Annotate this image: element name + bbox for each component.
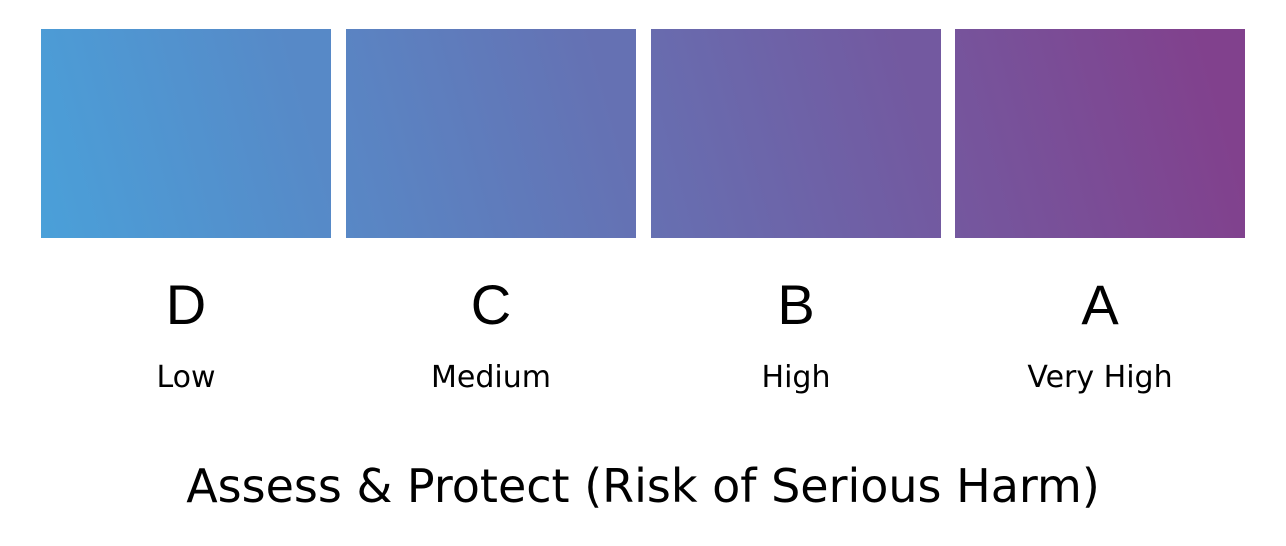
risk-tile-d bbox=[41, 29, 331, 238]
level-medium: Medium bbox=[431, 360, 551, 395]
grade-d: D bbox=[165, 273, 207, 336]
risk-tile-b bbox=[651, 29, 941, 238]
diagram-title: Assess & Protect (Risk of Serious Harm) bbox=[186, 459, 1100, 513]
level-low: Low bbox=[156, 360, 216, 395]
grade-c: C bbox=[470, 273, 512, 336]
risk-tile-c bbox=[346, 29, 636, 238]
level-very-high: Very High bbox=[1027, 360, 1173, 395]
grade-a: A bbox=[1081, 273, 1119, 336]
risk-gradient-band bbox=[41, 29, 1245, 238]
level-high: High bbox=[761, 360, 831, 395]
risk-tile-a bbox=[955, 29, 1245, 238]
grade-b: B bbox=[777, 273, 815, 336]
